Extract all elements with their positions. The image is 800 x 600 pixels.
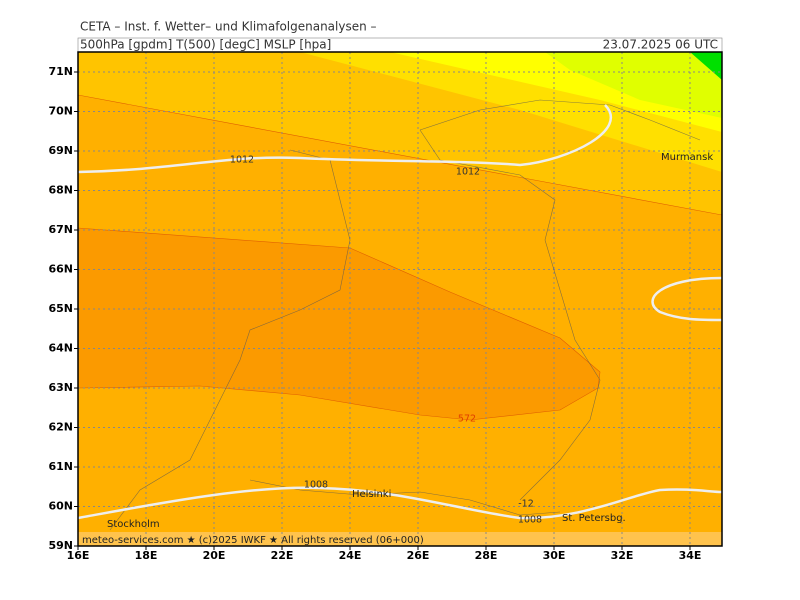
lat-label: 70N — [48, 105, 73, 118]
lat-label: 63N — [48, 381, 73, 394]
map-area: 1012 1012 1008 1008 572 -12 Murmansk Hel… — [78, 52, 722, 546]
lon-label: 28E — [475, 549, 498, 562]
lon-label: 20E — [203, 549, 226, 562]
footer-strip — [78, 532, 722, 546]
contour-label: 1012 — [456, 167, 480, 178]
lat-label: 65N — [48, 302, 73, 315]
axes: 59N 60N 61N 62N 63N 64N 65N 66N 67N 68N 69N 70N 71N 1… — [48, 65, 701, 562]
lon-label: 34E — [679, 549, 702, 562]
lat-label: 60N — [48, 500, 73, 513]
lon-label: 16E — [67, 549, 90, 562]
contour-label: 1008 — [518, 515, 542, 526]
contour-label: 1012 — [230, 155, 254, 166]
header-datetime: 23.07.2025 06 UTC — [603, 38, 718, 52]
contour-label: 572 — [458, 414, 476, 425]
map-frame — [77, 51, 723, 547]
lat-label: 68N — [48, 184, 73, 197]
grid — [78, 52, 722, 546]
lon-label: 26E — [407, 549, 430, 562]
band-edge — [78, 94, 722, 216]
lon-label: 30E — [543, 549, 566, 562]
lat-label: 71N — [48, 65, 73, 78]
lat-label: 69N — [48, 144, 73, 157]
lat-label: 61N — [48, 460, 73, 473]
band-576 — [78, 227, 601, 421]
band-556 — [545, 52, 722, 118]
city-label: Stockholm — [107, 519, 160, 530]
lat-label: 66N — [48, 263, 73, 276]
lon-label: 32E — [611, 549, 634, 562]
city-label: Murmansk — [661, 152, 713, 163]
lat-label: 62N — [48, 421, 73, 434]
header-title: CETA – Inst. f. Wetter– und Klimafolgena… — [80, 20, 377, 34]
lat-label: 59N — [48, 539, 73, 552]
coastlines — [109, 99, 701, 531]
contour-label: -12 — [518, 499, 534, 510]
lon-label: 24E — [339, 549, 362, 562]
lon-label: 22E — [271, 549, 294, 562]
lat-label: 64N — [48, 342, 73, 355]
lat-label: 67N — [48, 223, 73, 236]
header-params: 500hPa [gpdm] T(500) [degC] MSLP [hpa] — [80, 38, 331, 52]
contour-label: 1008 — [304, 480, 328, 491]
city-label: St. Petersbg. — [562, 513, 626, 524]
lon-label: 18E — [135, 549, 158, 562]
band-552 — [690, 52, 722, 80]
city-label: Helsinki — [352, 489, 391, 500]
footer: meteo-services.com ★ (c)2025 IWKF ★ All … — [82, 535, 424, 546]
isobars — [78, 104, 722, 520]
